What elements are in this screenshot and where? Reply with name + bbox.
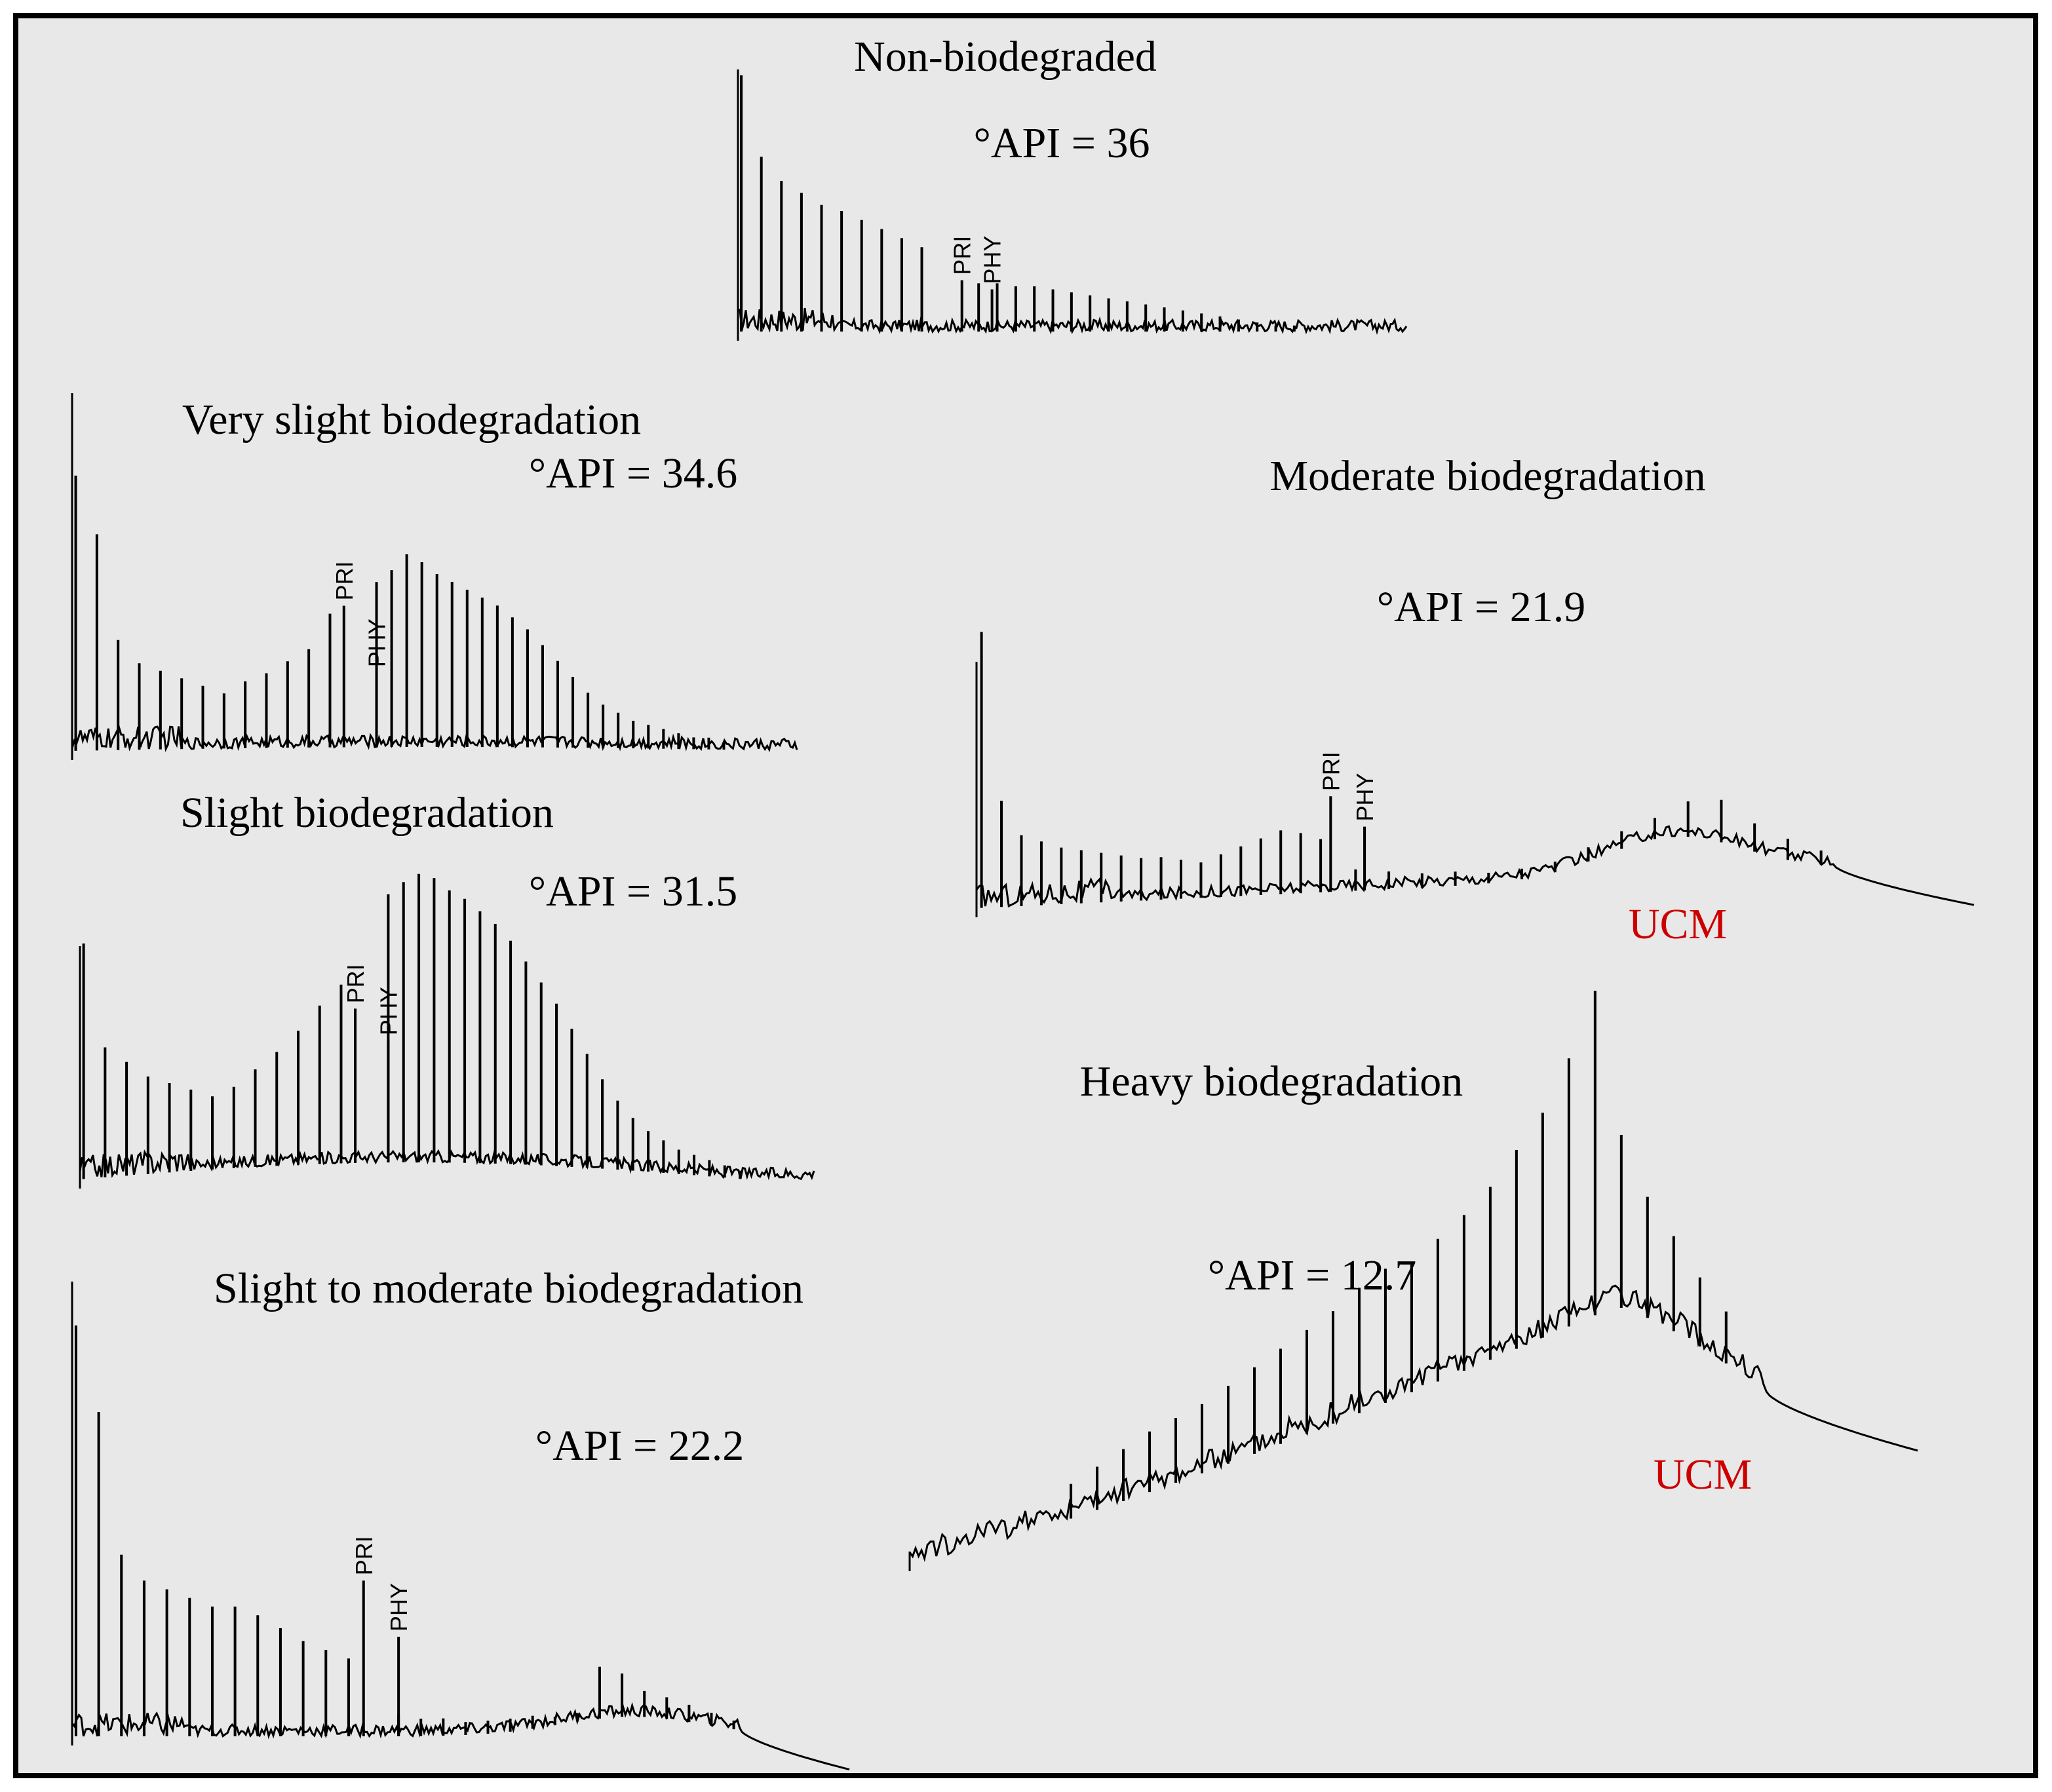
panel-title: Heavy biodegradation bbox=[1080, 1058, 1463, 1105]
api-value: °API = 36 bbox=[974, 119, 1150, 167]
ucm-label: UCM bbox=[1654, 1451, 1752, 1498]
phy-label: PHY bbox=[375, 987, 402, 1035]
phy-label: PHY bbox=[1351, 773, 1378, 822]
ucm-label: UCM bbox=[1629, 900, 1727, 948]
panel-very-slight-biodegradation: Very slight biodegradation °API = 34.6 P… bbox=[71, 393, 798, 760]
pri-label: PRI bbox=[949, 236, 976, 275]
baseline-trace bbox=[71, 1702, 850, 1771]
api-value: °API = 34.6 bbox=[529, 449, 737, 497]
api-value: °API = 22.2 bbox=[535, 1422, 744, 1470]
baseline-trace bbox=[908, 1284, 1918, 1563]
chromatogram-trace: PRI PHY bbox=[975, 632, 1975, 917]
panel-title: Slight biodegradation bbox=[180, 789, 554, 837]
api-value: °API = 21.9 bbox=[1377, 583, 1585, 631]
panel-non-biodegraded: Non-biodegraded °API = 36 PRI PHY bbox=[737, 33, 1408, 341]
baseline-trace bbox=[79, 1149, 815, 1181]
panel-moderate-biodegradation: Moderate biodegradation °API = 21.9 PRIP… bbox=[975, 452, 1975, 948]
pri-label: PRI bbox=[342, 964, 369, 1003]
pri-label: PRI bbox=[331, 561, 358, 600]
api-value: °API = 12.7 bbox=[1208, 1251, 1416, 1299]
panel-title: Very slight biodegradation bbox=[182, 396, 641, 444]
phy-label: PHY bbox=[979, 236, 1006, 284]
chromatogram-trace: PRI PHY bbox=[71, 1282, 850, 1771]
pri-label: PRI bbox=[351, 1536, 377, 1575]
pri-label: PRI bbox=[1317, 752, 1344, 791]
panel-title: Non-biodegraded bbox=[854, 33, 1157, 81]
panel-title: Slight to moderate biodegradation bbox=[214, 1265, 803, 1312]
phy-label: PHY bbox=[364, 619, 391, 667]
chromatogram-trace bbox=[908, 991, 1918, 1571]
api-value: °API = 31.5 bbox=[529, 867, 737, 915]
baseline-trace bbox=[975, 825, 1975, 908]
panel-slight-to-moderate-biodegradation: Slight to moderate biodegradation °API =… bbox=[71, 1265, 850, 1771]
phy-label: PHY bbox=[385, 1583, 412, 1631]
panel-title: Moderate biodegradation bbox=[1269, 452, 1705, 500]
panel-heavy-biodegradation: Heavy biodegradation °API = 12.7 UCM bbox=[908, 991, 1918, 1571]
baseline-trace bbox=[71, 725, 798, 752]
